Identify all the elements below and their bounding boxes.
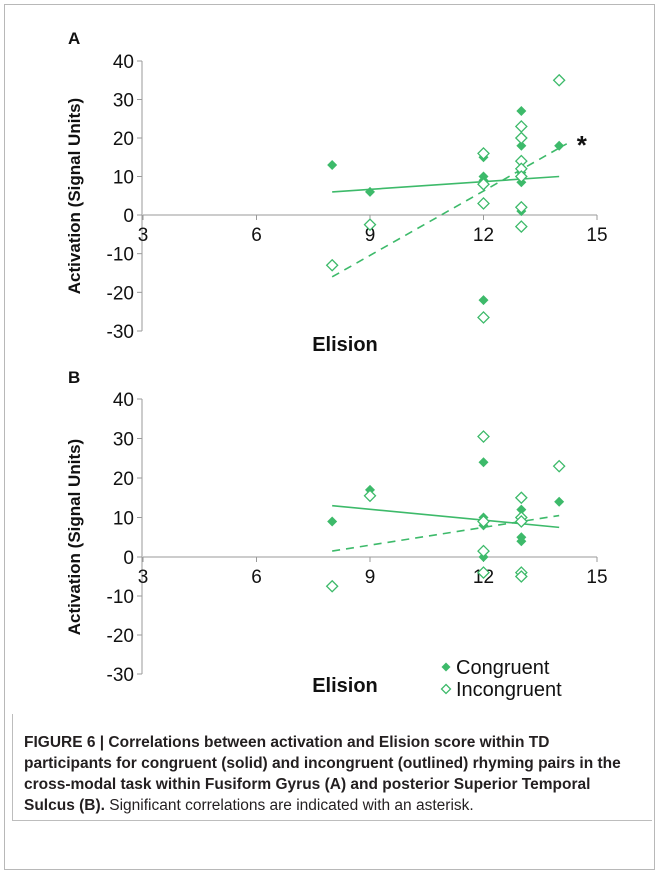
figure-frame (4, 4, 655, 870)
legend-label-congruent: Congruent (456, 657, 550, 679)
panel-a: A 40 30 20 10 0 -10 -20 -30 3 6 9 12 15 Elision Activat… (65, 29, 608, 356)
panel-b: B403020100-10-20-303691215ElisionActivat… (65, 368, 608, 701)
y-tick-label: 0 (123, 206, 134, 227)
data-point-incongruent (552, 459, 566, 473)
data-point-congruent (327, 159, 338, 170)
y-tick-label: 0 (123, 548, 134, 569)
data-point-incongruent (363, 218, 377, 232)
x-tick-label: 3 (138, 567, 149, 588)
caption-bold: FIGURE 6 | Correlations between activati… (24, 734, 621, 814)
data-point-incongruent (477, 311, 490, 324)
y-axis-label: Activation (Signal Units) (65, 439, 84, 635)
x-axis-label: Elision (312, 334, 378, 356)
trend-line-incongruent (331, 143, 568, 278)
data-point-incongruent (514, 491, 528, 505)
data-point-congruent (516, 140, 527, 151)
data-point-congruent (478, 457, 489, 468)
data-point-congruent (365, 186, 375, 197)
data-point-incongruent (514, 220, 528, 234)
legend-marker-incongruent (440, 683, 452, 695)
trend-line-incongruent (332, 514, 560, 552)
x-tick-label: 9 (365, 567, 376, 588)
data-point-incongruent (477, 566, 490, 580)
x-tick-label: 6 (251, 567, 262, 588)
legend-marker-congruent (441, 662, 451, 672)
x-tick-label: 9 (365, 225, 376, 246)
data-point-incongruent (552, 73, 566, 87)
y-tick-label: 20 (113, 129, 134, 150)
y-tick-label: -20 (107, 283, 134, 304)
y-tick-label: -20 (107, 626, 134, 647)
y-tick-label: 10 (113, 168, 134, 189)
caption-side-rule (12, 714, 13, 820)
data-point-incongruent (477, 146, 490, 160)
caption-normal: Significant correlations are indicated w… (104, 797, 474, 814)
data-point-congruent (478, 295, 489, 306)
data-point-incongruent (514, 170, 528, 183)
data-point-incongruent (477, 515, 490, 528)
data-point-incongruent (477, 544, 490, 558)
y-tick-label: 40 (113, 390, 134, 411)
y-tick-label: 30 (113, 430, 134, 451)
x-tick-label: 15 (586, 225, 607, 246)
y-tick-label: 20 (113, 469, 134, 490)
data-point-incongruent (325, 579, 339, 593)
x-axis-label: Elision (312, 675, 378, 697)
y-tick-label: -30 (107, 665, 134, 686)
panel-label: B (68, 368, 80, 387)
data-point-incongruent (363, 489, 377, 503)
data-point-congruent (516, 504, 527, 515)
x-tick-label: 3 (138, 225, 149, 246)
figure-caption: FIGURE 6 | Correlations between activati… (24, 732, 634, 816)
data-point-congruent (554, 140, 565, 151)
data-point-incongruent (514, 131, 528, 145)
data-point-incongruent (514, 515, 528, 528)
data-point-incongruent (514, 200, 528, 214)
y-tick-label: 10 (113, 509, 134, 530)
y-tick-label: -10 (107, 245, 134, 266)
data-point-incongruent (325, 258, 339, 272)
data-point-incongruent (514, 120, 528, 133)
x-tick-label: 6 (251, 225, 262, 246)
y-tick-label: 30 (113, 91, 134, 112)
data-point-congruent (554, 496, 565, 507)
panel-label: A (68, 29, 80, 48)
data-point-congruent (327, 516, 338, 527)
data-point-incongruent (514, 570, 528, 583)
x-tick-label: 12 (473, 225, 494, 246)
x-tick-label: 15 (586, 567, 607, 588)
data-point-congruent (516, 536, 527, 547)
data-point-incongruent (477, 177, 490, 191)
data-point-incongruent (477, 430, 490, 443)
y-axis-label: Activation (Signal Units) (65, 98, 84, 294)
y-tick-label: -10 (107, 587, 134, 608)
y-tick-label: 40 (113, 52, 134, 73)
significance-asterisk: * (577, 130, 588, 160)
data-point-incongruent (477, 197, 490, 210)
data-point-congruent (516, 106, 527, 117)
caption-bottom-rule (12, 820, 652, 821)
y-tick-label: -30 (107, 322, 134, 343)
legend-label-incongruent: Incongruent (456, 679, 562, 701)
